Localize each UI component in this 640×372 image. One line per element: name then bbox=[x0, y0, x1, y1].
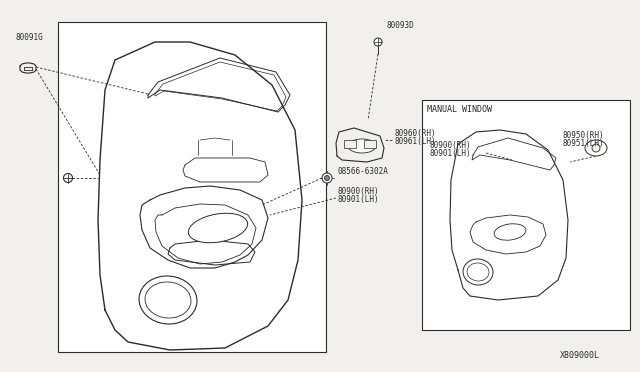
Text: 80961(LH): 80961(LH) bbox=[395, 137, 436, 146]
Ellipse shape bbox=[348, 139, 376, 153]
Ellipse shape bbox=[145, 282, 191, 318]
Text: 80901(LH): 80901(LH) bbox=[338, 195, 380, 204]
Text: X809000L: X809000L bbox=[560, 351, 600, 360]
Circle shape bbox=[374, 38, 382, 46]
Text: 80951(LH): 80951(LH) bbox=[563, 139, 605, 148]
Ellipse shape bbox=[139, 276, 197, 324]
Ellipse shape bbox=[188, 213, 248, 243]
Text: 80950(RH): 80950(RH) bbox=[563, 131, 605, 140]
Bar bbox=[422, 100, 630, 330]
Bar bbox=[58, 22, 326, 352]
Text: 80091G: 80091G bbox=[15, 33, 43, 42]
Circle shape bbox=[322, 173, 332, 183]
Ellipse shape bbox=[463, 259, 493, 285]
Bar bbox=[364, 140, 376, 148]
Ellipse shape bbox=[585, 140, 607, 156]
Text: 80093D: 80093D bbox=[387, 21, 415, 30]
Circle shape bbox=[324, 176, 330, 180]
Ellipse shape bbox=[467, 263, 489, 281]
Text: 08566-6302A: 08566-6302A bbox=[338, 167, 389, 176]
Circle shape bbox=[592, 144, 600, 152]
Ellipse shape bbox=[494, 224, 526, 240]
Text: 80901(LH): 80901(LH) bbox=[430, 149, 472, 158]
Text: 80960(RH): 80960(RH) bbox=[395, 129, 436, 138]
Bar bbox=[344, 140, 356, 148]
Text: 80900(RH): 80900(RH) bbox=[338, 187, 380, 196]
Text: MANUAL WINDOW: MANUAL WINDOW bbox=[427, 105, 492, 114]
Text: 80900(RH): 80900(RH) bbox=[430, 141, 472, 150]
Circle shape bbox=[63, 173, 72, 183]
